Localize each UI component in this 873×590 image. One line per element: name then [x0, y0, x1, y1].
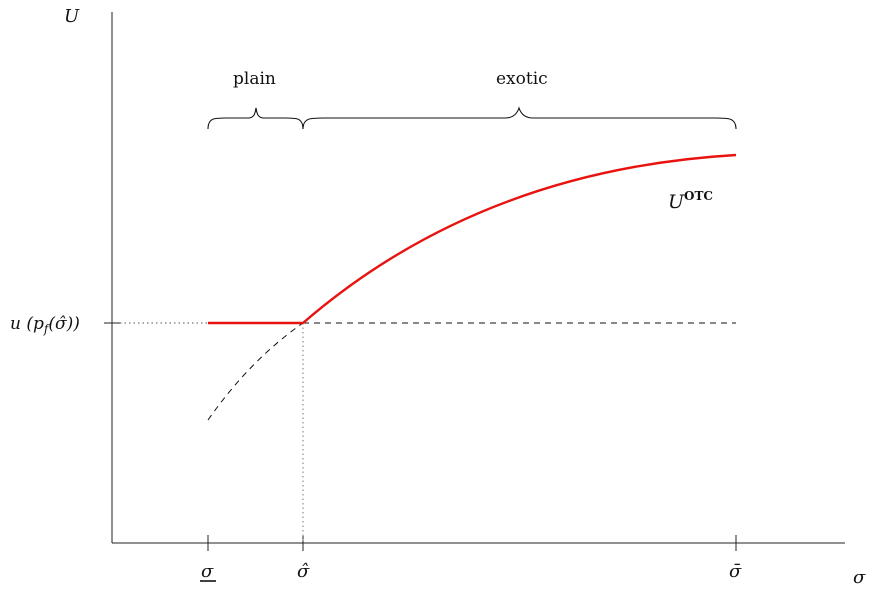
- brace-plain: [207, 107, 304, 130]
- curve-label-sup: OTC: [684, 189, 713, 203]
- dashed-curve-extension: [207, 322, 304, 421]
- utility-curve: [302, 153, 737, 324]
- brace-exotic: [302, 106, 737, 130]
- tick-label-sigma-low: σ: [201, 561, 214, 582]
- region-label-plain: plain: [233, 69, 276, 89]
- level-label-main: u (p: [10, 314, 44, 334]
- x-axis-label: σ: [853, 567, 866, 588]
- curve-label-base: U: [668, 191, 685, 213]
- tick-label-sigma-bar: σ̄: [729, 561, 742, 582]
- level-label-rest: (σ̂)): [48, 314, 80, 334]
- level-label-sub: f: [43, 322, 51, 336]
- curve-label: UOTC: [668, 189, 713, 213]
- region-label-exotic: exotic: [496, 69, 548, 89]
- y-axis-label: U: [64, 6, 80, 27]
- tick-label-sigma-hat: σ̂: [297, 561, 310, 582]
- level-label: u (pf(σ̂)): [10, 314, 80, 336]
